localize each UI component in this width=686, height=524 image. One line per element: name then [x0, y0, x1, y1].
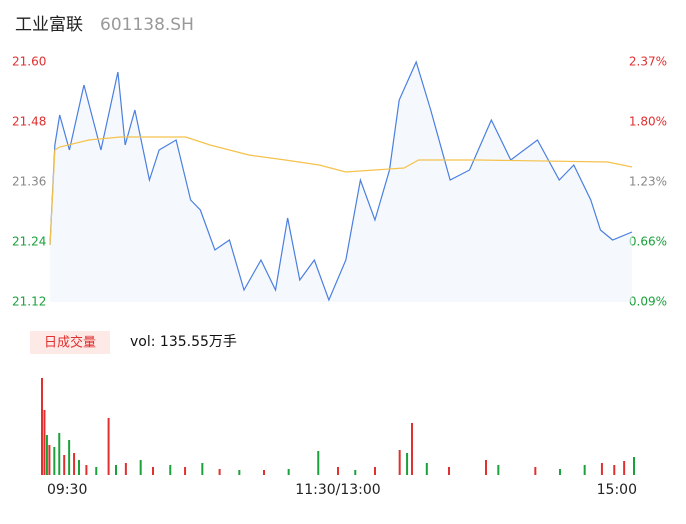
volume-bar: [139, 460, 142, 475]
y2-tick-label: 1.80%: [629, 115, 667, 129]
volume-bar: [448, 467, 450, 475]
volume-bar: [623, 461, 626, 475]
volume-bar: [559, 469, 561, 475]
volume-bar: [63, 455, 66, 475]
volume-label: 日成交量: [44, 335, 96, 351]
price-area: [50, 62, 632, 302]
stock-code: 601138.SH: [100, 15, 194, 35]
volume-bar: [425, 463, 428, 475]
volume-bar: [497, 465, 500, 475]
volume-bar: [169, 465, 172, 475]
volume-bar: [633, 457, 635, 475]
volume-bar: [115, 465, 117, 475]
volume-bar: [218, 469, 221, 475]
stock-name: 工业富联: [15, 15, 83, 35]
y2-tick-label: 0.09%: [629, 295, 667, 309]
volume-bar: [613, 465, 616, 475]
y2-tick-label: 2.37%: [629, 55, 667, 69]
volume-bar: [287, 469, 290, 475]
volume-bar: [78, 460, 80, 475]
volume-bar: [406, 453, 409, 475]
y-tick-label: 21.48: [12, 115, 46, 129]
volume-bar: [43, 410, 46, 475]
volume-bar: [41, 378, 43, 475]
volume-bar: [152, 467, 154, 475]
volume-bar: [398, 450, 401, 475]
volume-bar: [411, 423, 413, 475]
volume-bar: [73, 453, 76, 475]
volume-bar: [48, 445, 51, 475]
volume-badge: [30, 331, 110, 354]
volume-bar: [263, 470, 265, 475]
y-tick-label: 21.24: [12, 235, 46, 249]
x-tick-label: 15:00: [597, 482, 637, 498]
volume-bar: [45, 435, 48, 475]
y2-tick-label: 1.23%: [629, 175, 667, 189]
volume-total: vol: 135.55万手: [130, 334, 237, 350]
price-line: [49, 60, 633, 302]
y-tick-label: 21.36: [12, 175, 46, 189]
volume-bar: [354, 470, 357, 475]
x-tick-label: 11:30/13:00: [295, 482, 380, 498]
volume-bar: [583, 465, 586, 475]
y-tick-label: 21.12: [12, 295, 46, 309]
volume-bar: [58, 433, 61, 475]
volume-bar: [374, 467, 376, 475]
volume-bar: [124, 463, 127, 475]
volume-bar: [68, 440, 71, 475]
volume-bar: [107, 418, 110, 475]
average-line: [49, 136, 633, 246]
x-tick-label: 09:30: [47, 482, 87, 498]
volume-bar: [85, 465, 88, 475]
volume-bar: [485, 460, 487, 475]
y2-tick-label: 0.66%: [629, 235, 667, 249]
volume-bar: [201, 463, 204, 475]
volume-bar: [317, 451, 320, 475]
volume-bar: [238, 470, 241, 475]
volume-bar: [337, 467, 339, 475]
volume-bar: [534, 467, 537, 475]
volume-bar: [600, 463, 603, 475]
volume-bar: [95, 467, 98, 475]
volume-bar: [184, 467, 187, 475]
volume-bar: [53, 447, 56, 475]
y-tick-label: 21.60: [12, 55, 46, 69]
